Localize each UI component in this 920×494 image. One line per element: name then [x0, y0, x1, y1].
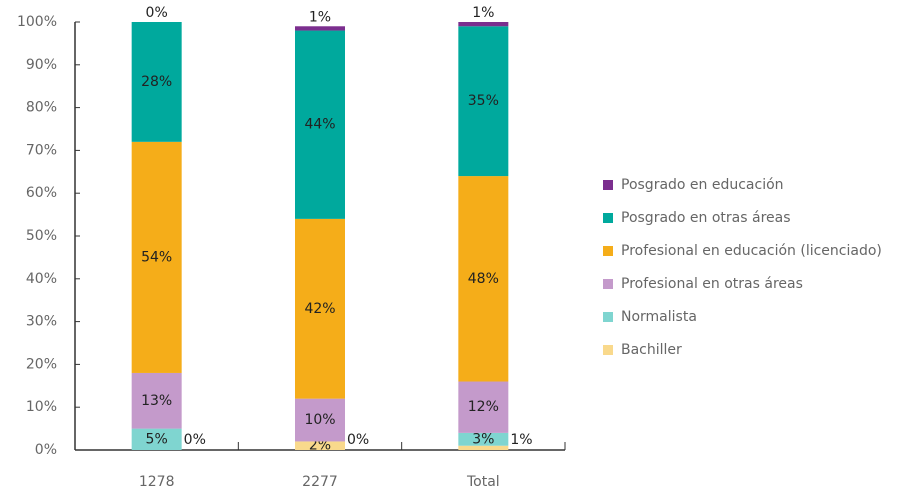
y-tick-label: 30% — [26, 314, 57, 330]
legend-swatch — [603, 345, 613, 355]
bar-segment — [131, 372, 182, 429]
data-label: 0% — [184, 432, 206, 448]
bar-segment — [458, 22, 509, 27]
legend-swatch — [603, 279, 613, 289]
bar-segment — [295, 441, 345, 450]
legend-swatch — [603, 246, 613, 256]
x-tick-label: 2277 — [302, 474, 338, 490]
x-tick-label: 1278 — [139, 474, 175, 490]
bar-segment — [295, 398, 345, 442]
data-label: 0% — [146, 5, 168, 21]
data-label: 0% — [347, 432, 369, 448]
y-tick-label: 60% — [26, 185, 57, 201]
y-tick-label: 50% — [26, 228, 57, 244]
bar-segment — [458, 445, 509, 450]
legend-label: Posgrado en educación — [621, 177, 784, 193]
data-label: 3% — [472, 431, 494, 447]
bar-segment — [458, 381, 509, 433]
y-tick-label: 70% — [26, 142, 57, 158]
data-label: 13% — [141, 393, 172, 409]
bar-segment — [458, 176, 509, 382]
bar-segment — [458, 26, 509, 177]
legend-label: Normalista — [621, 309, 697, 325]
y-tick-label: 100% — [17, 14, 57, 30]
y-tick-label: 80% — [26, 100, 57, 116]
data-label: 44% — [304, 117, 335, 133]
y-tick-label: 10% — [26, 399, 57, 415]
bar-segment — [295, 30, 345, 219]
data-label: 54% — [141, 249, 172, 265]
y-tick-label: 90% — [26, 57, 57, 73]
data-label: 2% — [309, 438, 331, 454]
y-tick-label: 0% — [35, 442, 57, 458]
bar-segment — [295, 26, 345, 31]
y-tick-label: 40% — [26, 271, 57, 287]
data-label: 1% — [309, 9, 331, 25]
bar-segment — [295, 218, 345, 399]
data-label: 10% — [304, 412, 335, 428]
bar-segment — [131, 428, 182, 450]
y-tick-label: 20% — [26, 356, 57, 372]
bar-segment — [131, 22, 182, 142]
legend-label: Bachiller — [621, 342, 682, 358]
data-label: 5% — [146, 431, 168, 447]
data-label: 48% — [468, 271, 499, 287]
data-label: 35% — [468, 93, 499, 109]
legend-label: Posgrado en otras áreas — [621, 210, 791, 226]
x-tick-label: Total — [466, 474, 500, 490]
legend-label: Profesional en educación (licenciado) — [621, 243, 882, 259]
legend-label: Profesional en otras áreas — [621, 276, 803, 292]
legend-swatch — [603, 312, 613, 322]
bar-segment — [131, 141, 182, 373]
data-label: 12% — [468, 399, 499, 415]
data-label: 42% — [304, 301, 335, 317]
data-label: 1% — [510, 432, 532, 448]
data-label: 28% — [141, 74, 172, 90]
bar-segment — [458, 432, 509, 446]
legend-swatch — [603, 180, 613, 190]
data-label: 1% — [472, 5, 494, 21]
legend-swatch — [603, 213, 613, 223]
